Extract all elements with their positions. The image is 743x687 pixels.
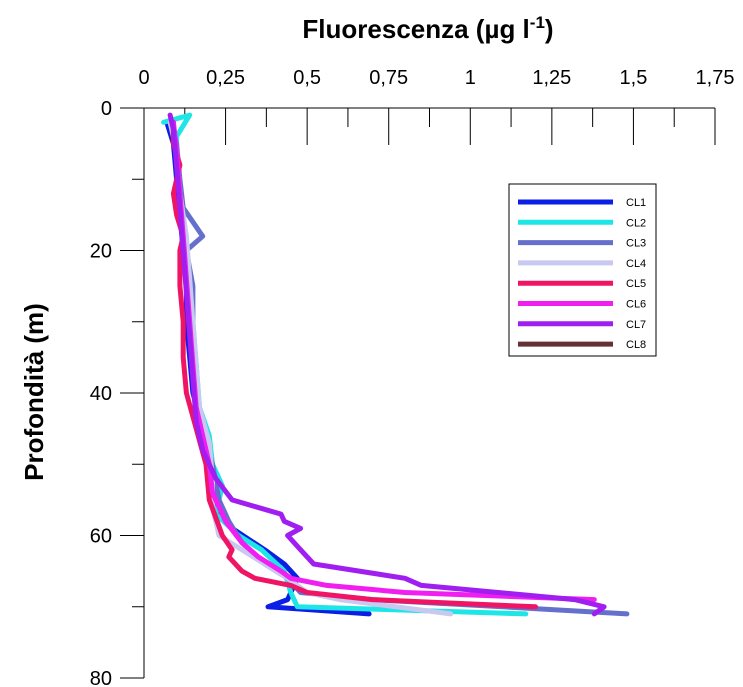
y-tick-label: 40 bbox=[90, 383, 112, 405]
x-tick-label: 0,5 bbox=[293, 67, 321, 89]
legend-box bbox=[508, 183, 657, 357]
series-line-cl5 bbox=[170, 119, 538, 610]
series-line-cl7 bbox=[167, 112, 607, 617]
y-tick-label: 80 bbox=[90, 668, 112, 687]
x-tick-label: 1,25 bbox=[532, 67, 571, 89]
x-axis-title-suffix: ) bbox=[545, 14, 554, 44]
legend-label-cl4: CL4 bbox=[626, 258, 646, 270]
legend-label-cl1: CL1 bbox=[626, 197, 646, 209]
legend-label-cl3: CL3 bbox=[626, 238, 646, 250]
x-axis-title-sup: -1 bbox=[530, 13, 545, 32]
x-tick-label: 0,25 bbox=[206, 67, 245, 89]
x-tick-label: 0 bbox=[138, 67, 149, 89]
series-lines bbox=[161, 112, 630, 617]
y-tick-label: 0 bbox=[101, 98, 112, 120]
y-axis-title: Profondità (m) bbox=[19, 303, 49, 481]
x-tick-label: 1 bbox=[465, 67, 476, 89]
x-axis-title-text: Fluorescenza (µg l bbox=[302, 14, 529, 44]
x-tick-label: 1,5 bbox=[620, 67, 648, 89]
legend-label-cl2: CL2 bbox=[626, 217, 646, 229]
series-line-cl4 bbox=[167, 119, 454, 617]
y-tick-label: 20 bbox=[90, 241, 112, 263]
legend-label-cl8: CL8 bbox=[626, 339, 646, 351]
legend: CL1 CL2 CL3 CL4 CL5 CL6 CL7 CL8 bbox=[508, 183, 657, 357]
x-axis-title: Fluorescenza (µg l-1) bbox=[302, 13, 553, 44]
legend-label-cl6: CL6 bbox=[626, 299, 646, 311]
legend-label-cl5: CL5 bbox=[626, 278, 646, 290]
x-tick-label: 0,75 bbox=[369, 67, 408, 89]
axes: 0 0,25 0,5 0,75 1 1,25 1,5 1,75 0 20 40 60 80 bbox=[90, 67, 735, 687]
legend-label-cl7: CL7 bbox=[626, 319, 646, 331]
x-tick-label: 1,75 bbox=[696, 67, 735, 89]
series-line-cl2 bbox=[161, 112, 529, 617]
y-tick-label: 60 bbox=[90, 526, 112, 548]
